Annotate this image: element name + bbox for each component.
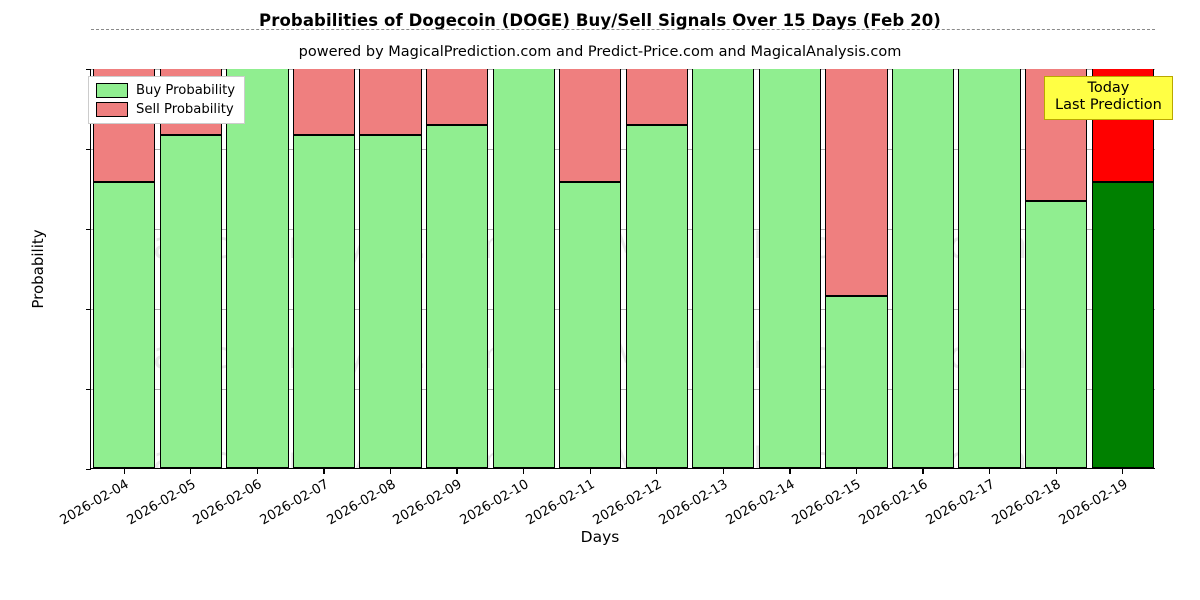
bar-segment-buy[interactable] (292, 134, 356, 468)
bar-segment-buy[interactable] (159, 134, 222, 468)
bar-segment-sell[interactable] (559, 69, 622, 183)
bar-segment-sell[interactable] (425, 69, 489, 126)
x-axis-tick-mark (1122, 469, 1124, 474)
page-title: Probabilities of Dogecoin (DOGE) Buy/Sel… (259, 11, 941, 30)
bar-group[interactable] (559, 69, 622, 468)
legend-item-sell[interactable]: Sell Probability (96, 102, 235, 117)
y-axis-tick-mark (86, 468, 91, 470)
legend-swatch-buy-icon (96, 83, 128, 98)
bar-segment-buy[interactable] (559, 182, 622, 468)
today-annotation: Today Last Prediction (1044, 76, 1173, 120)
x-axis-tick-mark (988, 469, 991, 474)
plot-area: MagicalAnalysis.comMagicalPrediction.com… (29, 29, 1155, 528)
bar-segment-buy[interactable] (492, 69, 555, 468)
x-axis-label: Days (580, 528, 620, 546)
today-annotation-line2: Last Prediction (1055, 96, 1162, 113)
bar-segment-sell[interactable] (359, 69, 422, 135)
bar-group[interactable] (159, 69, 222, 468)
x-axis-tick-mark (523, 469, 525, 474)
bar-group[interactable] (425, 69, 489, 468)
today-annotation-line1: Today (1087, 80, 1130, 96)
y-axis-tick-mark (86, 308, 91, 310)
x-axis-tick-mark (323, 469, 325, 474)
y-gridline (91, 69, 1155, 70)
x-axis-tick-mark (722, 469, 724, 474)
bar-segment-sell[interactable] (825, 69, 888, 297)
x-axis-tick-mark (1055, 469, 1057, 474)
x-axis-tick-mark (656, 469, 658, 474)
y-gridline (91, 308, 1155, 310)
bar-group[interactable] (891, 69, 955, 468)
legend-label-buy: Buy Probability (136, 83, 236, 98)
bar-segment-buy[interactable] (958, 69, 1021, 468)
bar-segment-buy[interactable] (1091, 182, 1154, 468)
reference-line (91, 29, 1155, 30)
bar-group[interactable] (692, 69, 755, 468)
bar-segment-sell[interactable] (625, 69, 688, 126)
bar-group[interactable] (93, 69, 156, 468)
x-axis-tick-mark (256, 469, 259, 474)
bar-group[interactable] (825, 69, 888, 468)
bar-segment-buy[interactable] (425, 125, 489, 468)
y-gridline (91, 388, 1155, 390)
bar-segment-buy[interactable] (93, 182, 156, 468)
x-axis-tick-mark (456, 469, 458, 474)
legend-label-sell: Sell Probability (136, 102, 234, 117)
bar-group[interactable] (625, 69, 688, 468)
y-axis-label: Probability (29, 229, 47, 309)
y-axis-tick-mark (86, 228, 91, 230)
y-gridline (91, 228, 1155, 230)
legend-item-buy[interactable]: Buy Probability (96, 83, 235, 98)
chart-subtitle: powered by MagicalPrediction.com and Pre… (298, 44, 902, 60)
y-axis-tick-mark (86, 68, 91, 70)
bar-segment-buy[interactable] (1025, 201, 1088, 468)
bar-group[interactable] (226, 69, 289, 468)
x-axis-tick-mark (389, 469, 392, 474)
x-axis-tick-mark (922, 469, 924, 474)
bar-group[interactable] (958, 69, 1021, 468)
x-axis-tick-mark (190, 469, 192, 474)
bar-segment-buy[interactable] (226, 69, 289, 468)
bar-segment-buy[interactable] (359, 134, 422, 468)
bar-segment-buy[interactable] (891, 69, 955, 468)
bar-group[interactable] (1025, 69, 1088, 468)
bar-group[interactable] (1091, 69, 1154, 468)
y-gridline (91, 148, 1155, 150)
x-axis-tick-mark (589, 469, 591, 474)
bar-group[interactable] (758, 69, 822, 468)
y-axis-tick-mark (86, 388, 91, 390)
bar-group[interactable] (292, 69, 356, 468)
bar-segment-buy[interactable] (758, 69, 822, 468)
bar-segment-buy[interactable] (625, 125, 688, 468)
bar-group[interactable] (492, 69, 555, 468)
bar-segment-buy[interactable] (825, 296, 888, 468)
bar-group[interactable] (359, 69, 422, 468)
bar-segment-buy[interactable] (692, 69, 755, 468)
bar-segment-sell[interactable] (292, 69, 356, 135)
plot-canvas: MagicalAnalysis.comMagicalPrediction.com… (91, 69, 1155, 468)
chart-legend: Buy Probability Sell Probability (88, 76, 246, 124)
legend-swatch-sell-icon (96, 102, 128, 117)
x-axis-tick-mark (123, 469, 125, 474)
x-axis-tick-mark (855, 469, 858, 474)
x-axis-tick-mark (789, 469, 791, 474)
y-axis-tick-mark (86, 148, 91, 150)
